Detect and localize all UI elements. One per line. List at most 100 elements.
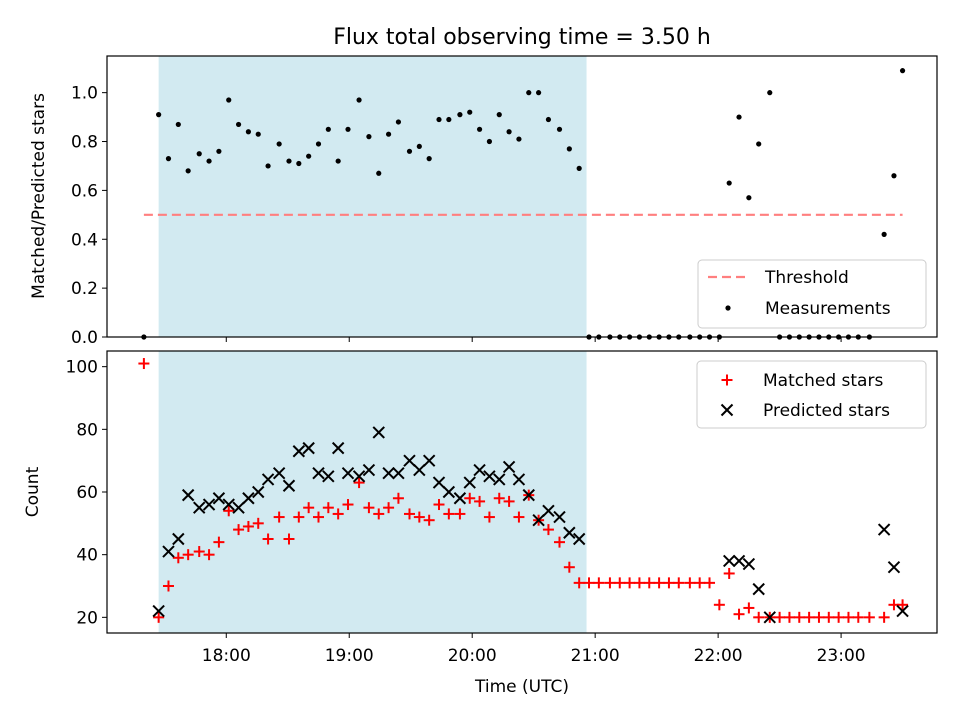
- matched-star-point: [342, 499, 354, 511]
- predicted-star-marker-b: [763, 611, 776, 624]
- measurement-point: [385, 131, 392, 137]
- matched-star-point: [233, 524, 245, 536]
- predicted-star-point: [172, 532, 185, 546]
- measurement-point: [486, 138, 493, 145]
- measurement-point: [185, 168, 191, 174]
- top-panel-frame: [106, 55, 938, 338]
- bottom-y-tick-label: 80: [76, 420, 98, 440]
- measurement-point: [196, 151, 202, 157]
- predicted-star-marker-b: [322, 470, 335, 483]
- matched-star-point: [573, 577, 585, 589]
- measurement-point: [736, 114, 742, 120]
- matched-star-point: [554, 536, 566, 548]
- legend-predicted-label: Predicted stars: [763, 401, 890, 421]
- predicted-star-marker-b: [312, 466, 325, 480]
- x-tick-label: 21:00: [571, 646, 620, 666]
- matched-star-point: [153, 611, 165, 623]
- predicted-star-marker-b: [261, 473, 275, 486]
- x-tick-label: 23:00: [817, 646, 866, 666]
- measurement-point: [467, 109, 473, 115]
- bottom-y-tick-label: 60: [76, 483, 98, 503]
- predicted-star-marker-b: [292, 445, 306, 458]
- predicted-star-point: [312, 466, 325, 480]
- predicted-star-point: [542, 504, 555, 518]
- matched-star-point: [803, 611, 815, 623]
- predicted-star-marker-b: [362, 463, 376, 477]
- predicted-star-point: [392, 466, 405, 480]
- predicted-star-marker-b: [341, 466, 355, 480]
- matched-star-point: [624, 577, 636, 589]
- predicted-star-point: [572, 532, 586, 546]
- measurement-point: [446, 116, 452, 123]
- predicted-star-marker-b: [202, 498, 216, 511]
- predicted-star-marker-b: [463, 476, 476, 489]
- matched-star-point: [322, 502, 334, 514]
- x-tick-label: 20:00: [448, 646, 497, 666]
- predicted-star-point: [896, 604, 909, 618]
- matched-star-point: [474, 495, 486, 507]
- measurement-point: [891, 173, 897, 179]
- matched-star-point: [663, 577, 675, 589]
- measurement-point: [356, 97, 362, 103]
- measurement-point: [545, 116, 552, 123]
- predicted-star-marker-b: [453, 492, 467, 505]
- predicted-star-point: [242, 492, 255, 505]
- top-y-axis-label: Matched/Predicted stars: [29, 93, 49, 299]
- predicted-star-point: [877, 523, 891, 536]
- predicted-star-point: [422, 454, 436, 467]
- bottom-panel: 20 40 60 80 100 18:00 19:00 20:00 21:00 22:00 23:0…: [66, 350, 938, 666]
- matched-star-point: [138, 358, 150, 370]
- matched-star-point: [713, 599, 725, 611]
- predicted-star-marker-b: [742, 557, 756, 571]
- measurement-point: [395, 119, 402, 125]
- predicted-star-marker-b: [422, 454, 436, 467]
- predicted-star-point: [483, 470, 496, 483]
- predicted-star-point: [732, 554, 746, 568]
- matched-star-point: [774, 611, 786, 623]
- measurement-point: [296, 160, 302, 167]
- predicted-star-point: [222, 498, 235, 511]
- measurement-point: [245, 129, 252, 135]
- measurement-point: [226, 97, 232, 103]
- matched-star-point: [353, 477, 365, 489]
- predicted-star-marker-b: [512, 473, 526, 486]
- top-y-tick-label: 0.2: [71, 279, 98, 299]
- measurement-point: [576, 165, 582, 171]
- matched-star-point: [633, 577, 645, 589]
- predicted-star-point: [362, 463, 376, 477]
- measurement-point: [335, 158, 341, 164]
- legend-predicted-swatch-b: [720, 403, 734, 417]
- measurement-point: [526, 90, 532, 96]
- measurement-point: [756, 141, 762, 147]
- matched-star-point: [503, 495, 515, 507]
- predicted-star-marker-b: [172, 532, 185, 546]
- bottom-y-tick-label: 40: [76, 546, 98, 566]
- measurement-point: [235, 121, 242, 128]
- legend-measurements-swatch: [725, 305, 731, 311]
- matched-star-point: [213, 536, 225, 548]
- measurement-point: [516, 136, 522, 142]
- measurement-point: [175, 121, 181, 128]
- predicted-star-point: [432, 476, 446, 489]
- predicted-star-point: [331, 441, 345, 455]
- measurement-point: [216, 148, 222, 154]
- x-tick-label: 22:00: [694, 646, 743, 666]
- matched-star-point: [303, 502, 315, 514]
- matched-star-point: [753, 611, 765, 623]
- predicted-star-marker-b: [272, 466, 286, 480]
- matched-star-point: [193, 546, 205, 558]
- matched-star-point: [464, 492, 476, 504]
- matched-star-point: [182, 549, 194, 561]
- measurement-point: [457, 112, 463, 118]
- predicted-star-point: [152, 604, 165, 618]
- matched-star-point: [423, 514, 435, 526]
- predicted-star-point: [202, 498, 216, 511]
- matched-star-point: [593, 577, 605, 589]
- matched-star-point: [454, 508, 466, 520]
- measurement-point: [536, 90, 542, 96]
- matched-star-point: [694, 577, 706, 589]
- predicted-star-point: [512, 473, 526, 486]
- predicted-star-marker-b: [372, 426, 385, 439]
- matched-star-point: [392, 492, 404, 504]
- predicted-star-point: [272, 466, 286, 480]
